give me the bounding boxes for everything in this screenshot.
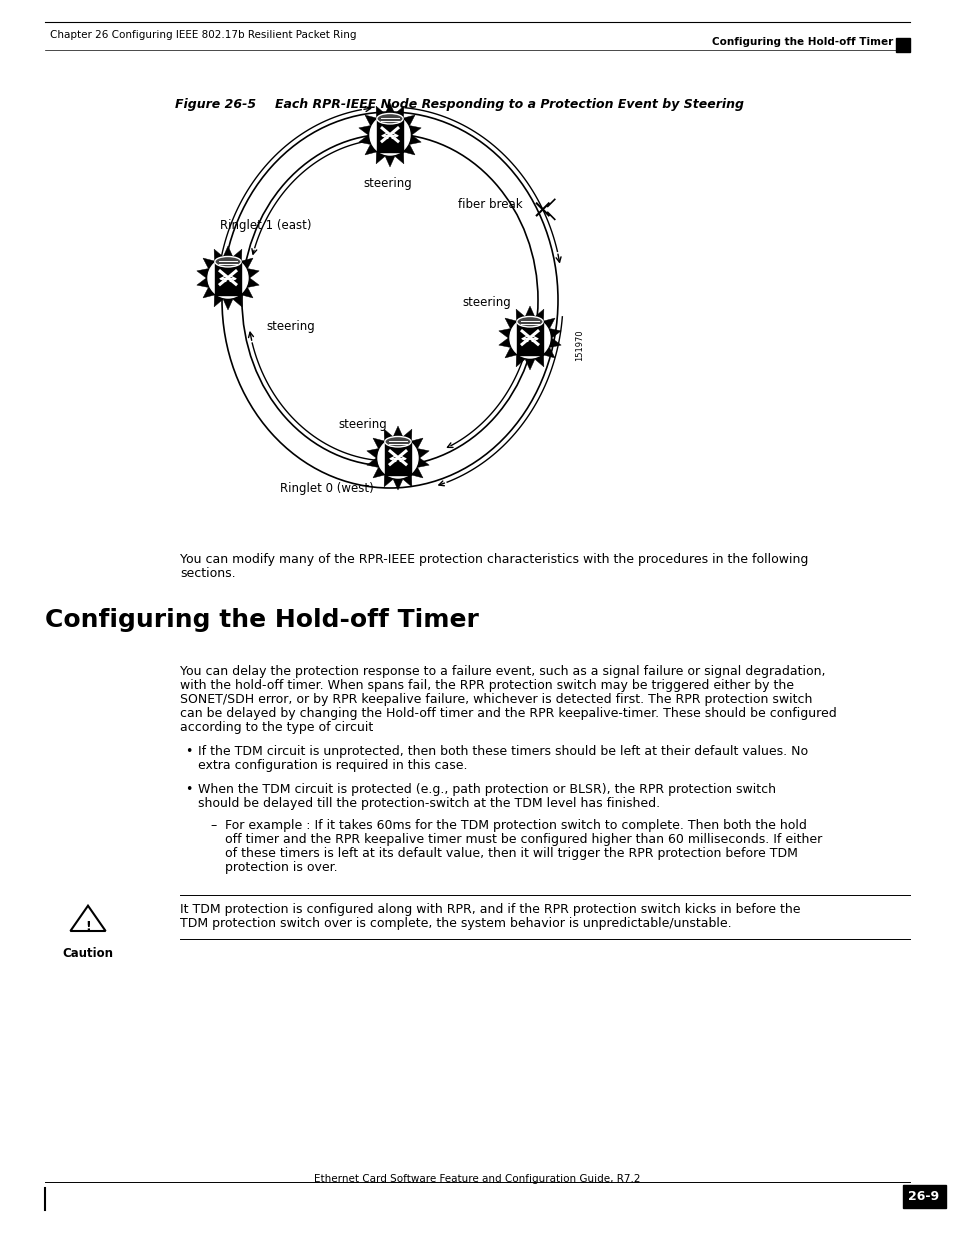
Text: You can modify many of the RPR-IEEE protection characteristics with the procedur: You can modify many of the RPR-IEEE prot… bbox=[180, 553, 807, 566]
Text: steering: steering bbox=[363, 177, 412, 190]
Text: off timer and the RPR keepalive timer must be configured higher than 60 millisec: off timer and the RPR keepalive timer mu… bbox=[225, 832, 821, 846]
Text: If the TDM circuit is unprotected, then both these timers should be left at thei: If the TDM circuit is unprotected, then … bbox=[198, 745, 807, 758]
Text: Ethernet Card Software Feature and Configuration Guide, R7.2: Ethernet Card Software Feature and Confi… bbox=[314, 1174, 639, 1184]
Text: 151970: 151970 bbox=[575, 330, 584, 361]
Text: SONET/SDH error, or by RPR keepalive failure, whichever is detected first. The R: SONET/SDH error, or by RPR keepalive fai… bbox=[180, 693, 812, 706]
Text: You can delay the protection response to a failure event, such as a signal failu: You can delay the protection response to… bbox=[180, 664, 824, 678]
Text: For example : If it takes 60ms for the TDM protection switch to complete. Then b: For example : If it takes 60ms for the T… bbox=[225, 819, 806, 832]
Text: It TDM protection is configured along with RPR, and if the RPR protection switch: It TDM protection is configured along wi… bbox=[180, 903, 800, 916]
Circle shape bbox=[377, 438, 417, 478]
Text: sections.: sections. bbox=[180, 567, 235, 580]
Bar bbox=[214, 261, 241, 295]
Text: –: – bbox=[210, 819, 216, 832]
Ellipse shape bbox=[517, 316, 542, 327]
Text: with the hold-off timer. When spans fail, the RPR protection switch may be trigg: with the hold-off timer. When spans fail… bbox=[180, 679, 793, 692]
Text: steering: steering bbox=[266, 320, 314, 333]
Text: •: • bbox=[185, 745, 193, 758]
Text: !: ! bbox=[85, 920, 91, 932]
Polygon shape bbox=[358, 103, 421, 167]
Text: •: • bbox=[185, 783, 193, 797]
Bar bbox=[517, 321, 542, 356]
Circle shape bbox=[370, 115, 410, 156]
Ellipse shape bbox=[384, 436, 411, 447]
Text: Configuring the Hold-off Timer: Configuring the Hold-off Timer bbox=[45, 608, 478, 632]
Text: TDM protection switch over is complete, the system behavior is unpredictable/uns: TDM protection switch over is complete, … bbox=[180, 918, 731, 930]
Text: Caution: Caution bbox=[63, 947, 113, 960]
Text: protection is over.: protection is over. bbox=[225, 861, 337, 874]
Bar bbox=[895, 38, 909, 52]
Text: Figure 26-5: Figure 26-5 bbox=[174, 98, 255, 111]
Polygon shape bbox=[366, 426, 429, 490]
Text: Chapter 26 Configuring IEEE 802.17b Resilient Packet Ring: Chapter 26 Configuring IEEE 802.17b Resi… bbox=[50, 30, 356, 40]
Circle shape bbox=[510, 317, 550, 358]
Bar bbox=[376, 117, 403, 152]
Text: Ringlet 0 (west): Ringlet 0 (west) bbox=[280, 482, 374, 495]
Text: fiber break: fiber break bbox=[457, 198, 522, 211]
Text: 26-9: 26-9 bbox=[907, 1191, 939, 1203]
Text: Each RPR-IEEE Node Responding to a Protection Event by Steering: Each RPR-IEEE Node Responding to a Prote… bbox=[274, 98, 743, 111]
Polygon shape bbox=[196, 246, 259, 310]
Bar bbox=[902, 1186, 945, 1208]
Ellipse shape bbox=[376, 114, 403, 124]
Text: of these timers is left at its default value, then it will trigger the RPR prote: of these timers is left at its default v… bbox=[225, 847, 797, 860]
Text: steering: steering bbox=[337, 417, 386, 431]
Text: Ringlet 1 (east): Ringlet 1 (east) bbox=[220, 219, 312, 232]
Text: steering: steering bbox=[461, 296, 510, 309]
Ellipse shape bbox=[214, 257, 241, 267]
Text: Configuring the Hold-off Timer: Configuring the Hold-off Timer bbox=[711, 37, 892, 47]
Bar bbox=[384, 441, 411, 475]
Text: When the TDM circuit is protected (e.g., path protection or BLSR), the RPR prote: When the TDM circuit is protected (e.g.,… bbox=[198, 783, 775, 797]
Text: should be delayed till the protection-switch at the TDM level has finished.: should be delayed till the protection-sw… bbox=[198, 797, 659, 810]
Circle shape bbox=[208, 258, 248, 298]
Text: can be delayed by changing the Hold-off timer and the RPR keepalive-timer. These: can be delayed by changing the Hold-off … bbox=[180, 706, 836, 720]
Text: according to the type of circuit: according to the type of circuit bbox=[180, 721, 373, 734]
Polygon shape bbox=[498, 306, 560, 370]
Text: extra configuration is required in this case.: extra configuration is required in this … bbox=[198, 760, 467, 772]
